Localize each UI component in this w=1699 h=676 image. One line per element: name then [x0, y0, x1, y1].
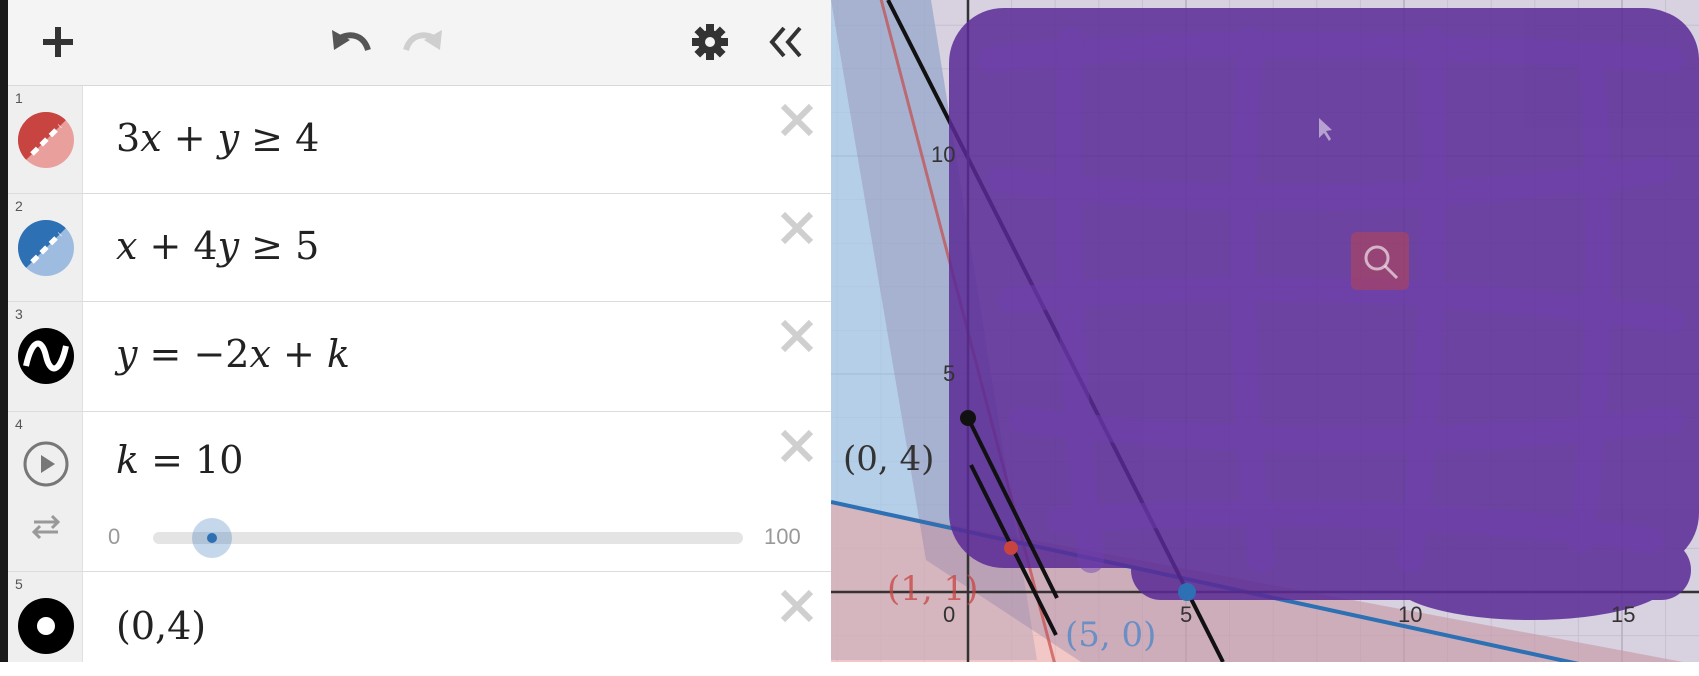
faint-cursor: [1319, 118, 1332, 141]
point-label-1-1: (1, 1): [887, 569, 978, 609]
expression-gutter: 4: [8, 412, 83, 571]
point-style-icon[interactable]: [18, 598, 74, 654]
x-tick-label: 0: [943, 602, 955, 627]
expression-number: 3: [15, 306, 23, 322]
gear-icon[interactable]: [688, 20, 732, 64]
expression-list: 1 3x + y ≥ 4 2 x + 4y ≥ 5 3: [8, 0, 831, 662]
expression-math[interactable]: y = −2x + k: [116, 332, 350, 376]
expression-math[interactable]: x + 4y ≥ 5: [116, 224, 320, 268]
drawn-arrow-stroke: [969, 423, 1059, 599]
inequality-shade-icon[interactable]: [18, 112, 74, 168]
delete-expression-icon[interactable]: [777, 100, 817, 140]
window-edge: [0, 0, 8, 662]
x-tick-label: 15: [1611, 602, 1635, 627]
delete-expression-icon[interactable]: [777, 316, 817, 356]
expression-math[interactable]: 3x + y ≥ 4: [116, 116, 320, 160]
graph-paper[interactable]: 0 5 10 15 5 10 (0, 4) (1, 1) (5, 0): [831, 0, 1699, 662]
expression-row-5[interactable]: 5 (0,4): [8, 572, 831, 662]
loop-icon[interactable]: [28, 512, 64, 542]
slider-thumb[interactable]: [192, 518, 232, 558]
expression-toolbar: [8, 0, 831, 86]
inequality-shade-icon[interactable]: [18, 220, 74, 276]
x-tick-label: 10: [1398, 602, 1422, 627]
plus-icon[interactable]: [36, 20, 80, 64]
point-label-0-4: (0, 4): [843, 439, 934, 479]
expression-math[interactable]: (0,4): [116, 604, 207, 648]
point-0-4[interactable]: [960, 410, 976, 426]
expression-number: 2: [15, 198, 23, 214]
delete-expression-icon[interactable]: [777, 586, 817, 626]
expression-gutter: 2: [8, 194, 83, 301]
expression-gutter: 5: [8, 572, 83, 662]
point-1-1[interactable]: [1004, 541, 1018, 555]
play-icon[interactable]: [22, 440, 70, 488]
point-5-0[interactable]: [1178, 583, 1196, 601]
slider-max-label[interactable]: 100: [764, 524, 801, 549]
delete-expression-icon[interactable]: [777, 208, 817, 248]
redo-icon[interactable]: [398, 20, 448, 64]
slider-min-label[interactable]: 0: [108, 524, 121, 549]
double-chevron-left-icon[interactable]: [764, 20, 808, 64]
expression-number: 1: [15, 90, 23, 106]
purple-scribble-annotation: [949, 8, 1699, 620]
x-tick-label: 5: [1180, 602, 1192, 627]
point-label-5-0: (5, 0): [1065, 615, 1156, 655]
y-tick-label: 10: [931, 142, 955, 167]
expression-row-4[interactable]: 4 k = 10 0 100: [8, 412, 831, 572]
expression-row-1[interactable]: 1 3x + y ≥ 4: [8, 86, 831, 194]
y-tick-label: 5: [943, 361, 955, 386]
delete-expression-icon[interactable]: [777, 426, 817, 466]
expression-row-3[interactable]: 3 y = −2x + k: [8, 302, 831, 412]
curve-style-icon[interactable]: [18, 328, 74, 384]
slider-track[interactable]: [153, 532, 743, 544]
expression-math[interactable]: k = 10: [116, 438, 244, 482]
undo-icon[interactable]: [326, 20, 376, 64]
expression-number: 4: [15, 416, 23, 432]
bottom-edge: [0, 662, 1699, 676]
zoom-marker: [1351, 232, 1409, 290]
expression-number: 5: [15, 576, 23, 592]
expression-row-2[interactable]: 2 x + 4y ≥ 5: [8, 194, 831, 302]
scribble-strokes: [978, 27, 1684, 573]
expression-gutter: 3: [8, 302, 83, 411]
expression-gutter: 1: [8, 86, 83, 193]
